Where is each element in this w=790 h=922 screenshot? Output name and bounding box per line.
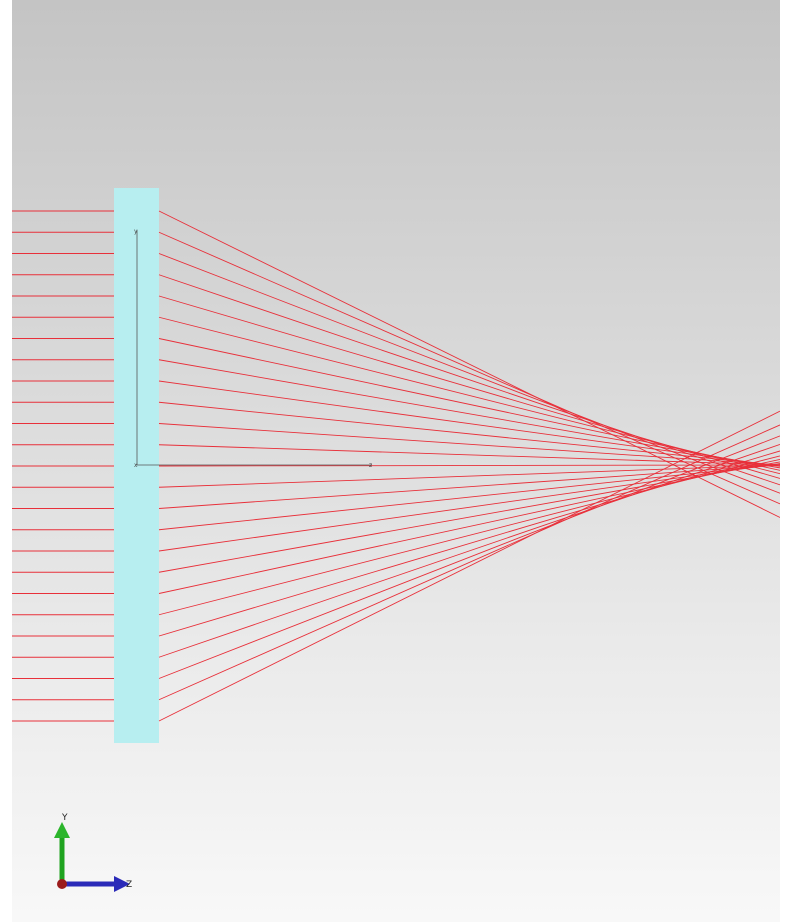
orientation-triad: Y Z <box>54 813 132 892</box>
refracted-ray <box>158 338 780 471</box>
refracted-ray <box>158 359 780 469</box>
triad-y-arrowhead <box>54 822 70 838</box>
optical-scene: y x z Y Z <box>12 188 780 892</box>
triad-z-label: Z <box>126 880 132 890</box>
refracted-ray <box>158 424 780 701</box>
refracted-ray <box>158 410 780 722</box>
refracted-ray <box>158 455 780 616</box>
incoming-rays <box>12 210 114 722</box>
refracted-ray <box>158 231 780 505</box>
refracted-ray <box>158 423 780 466</box>
local-z-label: z <box>369 462 372 469</box>
triad-x-dot <box>57 879 67 889</box>
refracted-ray <box>158 316 780 475</box>
local-coordinate-axes: y x z <box>134 228 372 469</box>
refracted-ray <box>158 463 780 552</box>
lens-element[interactable] <box>114 188 159 743</box>
refracted-ray <box>158 444 780 466</box>
refracted-ray <box>158 464 780 509</box>
triad-z-arrowhead <box>114 876 130 892</box>
refracted-ray <box>158 464 780 488</box>
local-y-label: y <box>134 228 138 235</box>
refracted-ray <box>158 295 780 479</box>
local-x-label: x <box>134 462 138 469</box>
refracted-ray <box>158 450 780 637</box>
refracted-ray <box>158 435 780 679</box>
refracted-ray <box>158 443 780 658</box>
outgoing-rays <box>158 210 780 722</box>
3d-viewport[interactable]: y x z Y Z <box>12 0 780 922</box>
refracted-ray <box>158 380 780 467</box>
refracted-ray <box>158 401 780 466</box>
refracted-ray <box>158 464 780 467</box>
triad-y-label: Y <box>61 813 68 823</box>
refracted-ray <box>158 464 780 531</box>
refracted-ray <box>158 253 780 494</box>
refracted-ray <box>158 210 780 518</box>
